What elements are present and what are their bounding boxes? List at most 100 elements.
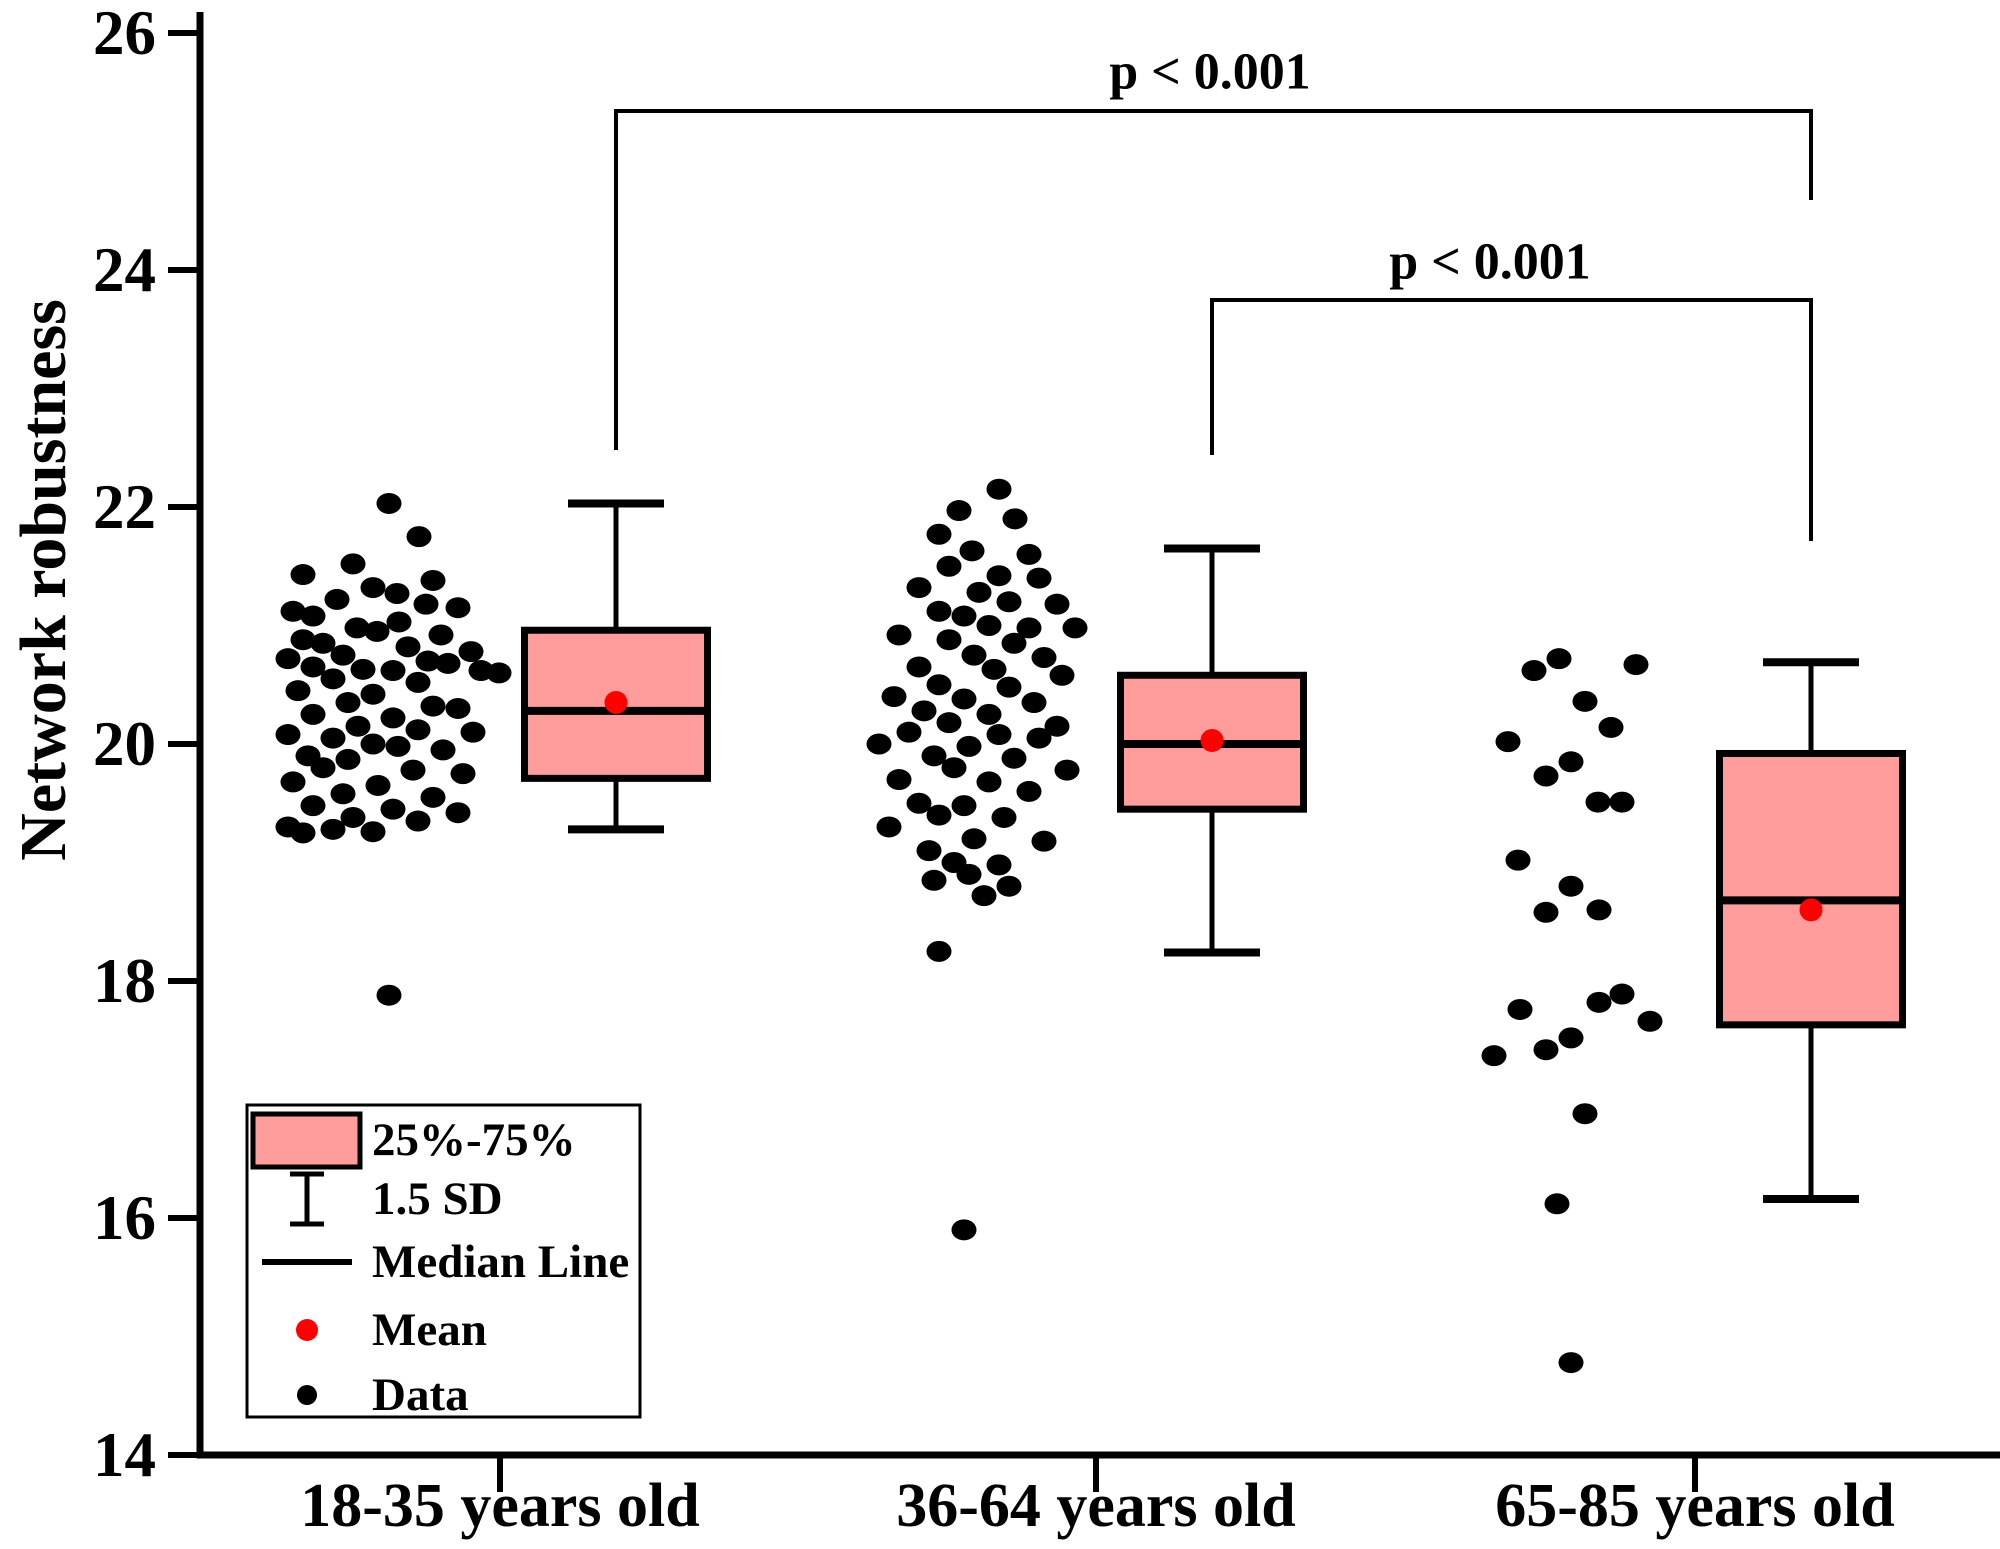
legend-data-dot bbox=[297, 1385, 317, 1405]
data-point bbox=[413, 593, 439, 615]
data-point bbox=[275, 648, 301, 670]
data-point bbox=[1505, 849, 1531, 871]
data-point bbox=[406, 526, 432, 548]
data-point bbox=[1016, 543, 1042, 565]
data-point bbox=[911, 700, 937, 722]
data-point bbox=[936, 712, 962, 734]
data-point bbox=[360, 733, 386, 755]
data-point bbox=[961, 828, 987, 850]
data-point bbox=[320, 668, 346, 690]
y-tick-label: 18 bbox=[93, 946, 156, 1016]
data-point bbox=[405, 719, 431, 741]
data-point bbox=[400, 759, 426, 781]
data-point bbox=[976, 615, 1002, 636]
data-point bbox=[1021, 692, 1047, 714]
data-point bbox=[285, 680, 311, 702]
legend-label-median: Median Line bbox=[372, 1236, 630, 1288]
data-point bbox=[1001, 632, 1027, 654]
data-point bbox=[275, 724, 301, 746]
data-point bbox=[986, 478, 1012, 500]
data-point bbox=[971, 885, 997, 907]
data-point bbox=[981, 658, 1007, 680]
data-point bbox=[1521, 660, 1547, 682]
data-point bbox=[290, 822, 316, 844]
legend-label-mean: Mean bbox=[372, 1304, 487, 1356]
y-tick-label: 16 bbox=[93, 1183, 156, 1253]
p-value-label: p < 0.001 bbox=[1389, 233, 1591, 291]
data-point bbox=[428, 624, 454, 646]
data-point bbox=[1598, 716, 1624, 738]
data-point bbox=[1544, 1193, 1570, 1215]
data-point bbox=[340, 553, 366, 575]
y-tick-label: 22 bbox=[93, 472, 156, 542]
data-point bbox=[310, 757, 336, 779]
mean-dot bbox=[1200, 728, 1224, 752]
data-point bbox=[345, 715, 371, 737]
p-value-label: p < 0.001 bbox=[1109, 43, 1311, 101]
data-point bbox=[996, 676, 1022, 698]
data-point bbox=[936, 629, 962, 651]
data-point bbox=[966, 581, 992, 603]
data-point bbox=[320, 727, 346, 749]
data-point bbox=[335, 748, 361, 770]
data-point bbox=[986, 854, 1012, 876]
data-point bbox=[1049, 664, 1075, 686]
mean-dot bbox=[1799, 898, 1823, 922]
legend-label-iqr: 25%-75% bbox=[372, 1114, 576, 1166]
data-point bbox=[1585, 791, 1611, 813]
data-point bbox=[951, 605, 977, 627]
data-point bbox=[310, 632, 336, 654]
data-point bbox=[415, 650, 441, 672]
data-point bbox=[1026, 567, 1052, 589]
data-point bbox=[1546, 648, 1572, 670]
data-point bbox=[360, 683, 386, 705]
data-point bbox=[986, 724, 1012, 746]
x-axis-group-label: 65-85 years old bbox=[1495, 1472, 1895, 1540]
data-point bbox=[1001, 747, 1027, 769]
data-point bbox=[1533, 901, 1559, 923]
y-tick-label: 14 bbox=[93, 1420, 156, 1490]
data-point bbox=[350, 658, 376, 680]
data-point bbox=[1054, 759, 1080, 781]
data-point bbox=[866, 733, 892, 755]
data-point bbox=[1558, 1352, 1584, 1374]
x-axis-group-label: 36-64 years old bbox=[896, 1472, 1296, 1540]
data-point bbox=[300, 605, 326, 627]
data-point bbox=[405, 671, 431, 693]
data-point bbox=[280, 771, 306, 793]
data-point bbox=[1495, 731, 1521, 753]
data-point bbox=[385, 735, 411, 757]
data-point bbox=[450, 763, 476, 785]
data-point bbox=[300, 656, 326, 678]
mean-dot bbox=[604, 691, 628, 715]
data-point bbox=[458, 641, 484, 663]
data-point bbox=[926, 940, 952, 962]
y-tick-label: 24 bbox=[93, 235, 156, 305]
data-point bbox=[886, 624, 912, 646]
data-point bbox=[926, 804, 952, 826]
data-point bbox=[1623, 654, 1649, 676]
data-point bbox=[1026, 727, 1052, 749]
y-tick-label: 26 bbox=[93, 0, 156, 68]
data-point bbox=[1533, 1039, 1559, 1061]
legend-label-sd: 1.5 SD bbox=[372, 1173, 503, 1225]
data-point bbox=[1044, 593, 1070, 615]
data-point bbox=[320, 818, 346, 840]
data-point bbox=[1044, 715, 1070, 737]
data-point bbox=[906, 656, 932, 678]
data-point bbox=[360, 821, 386, 843]
data-point bbox=[961, 644, 987, 666]
data-point bbox=[445, 802, 471, 824]
data-point bbox=[976, 771, 1002, 793]
data-point bbox=[1507, 998, 1533, 1020]
data-point bbox=[1016, 617, 1042, 639]
data-point bbox=[921, 869, 947, 891]
data-point bbox=[1481, 1045, 1507, 1067]
iqr-box bbox=[521, 626, 711, 782]
data-point bbox=[430, 739, 456, 761]
y-tick-label: 20 bbox=[93, 709, 156, 779]
data-point bbox=[420, 569, 446, 591]
data-point bbox=[1016, 780, 1042, 802]
